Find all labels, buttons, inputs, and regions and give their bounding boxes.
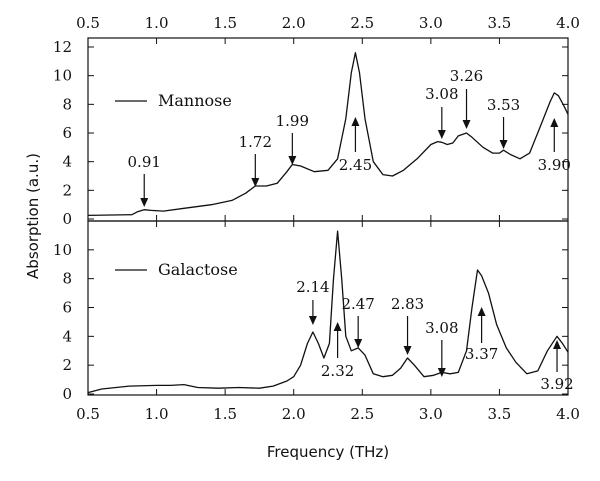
y-tick-label: 2 <box>62 356 72 374</box>
peak-arrow-head <box>351 117 360 126</box>
y-tick-label: 2 <box>62 181 72 199</box>
x-tick-label: 2.0 <box>282 405 306 423</box>
peak-arrow-head <box>437 130 446 139</box>
peak-label: 3.08 <box>425 319 458 337</box>
peak-arrow-head <box>403 346 412 355</box>
y-axis-title: Absorption (a.u.) <box>24 153 42 279</box>
y-tick-label: 10 <box>53 241 72 259</box>
peak-label: 1.99 <box>276 112 309 130</box>
y-tick-label: 0 <box>62 385 72 403</box>
peak-label: 3.37 <box>465 345 498 363</box>
y-tick-label: 0 <box>62 210 72 228</box>
y-tick-label: 4 <box>62 327 72 345</box>
peak-label: 2.83 <box>391 295 424 313</box>
x-tick-label: 2.5 <box>350 405 374 423</box>
x-axis-title: Frequency (THz) <box>267 443 389 461</box>
x-tick-label: 1.5 <box>213 405 237 423</box>
series-lines <box>87 52 569 394</box>
peak-arrow-head <box>140 198 149 207</box>
x-tick-label: 1.0 <box>145 405 169 423</box>
x-tick-label: 3.5 <box>487 405 511 423</box>
peak-label: 2.45 <box>339 156 372 174</box>
x-tick-label: 4.0 <box>556 405 580 423</box>
peak-label: 3.92 <box>540 375 573 393</box>
y-tick-label: 4 <box>62 153 72 171</box>
top-x-tick-label: 0.5 <box>76 14 100 32</box>
peak-label: 1.72 <box>239 133 272 151</box>
series-line-mannose <box>87 52 569 217</box>
peak-arrow-head <box>333 322 342 331</box>
peak-arrow-head <box>477 307 486 316</box>
top-x-tick-label: 1.5 <box>213 14 237 32</box>
peak-arrow-head <box>462 120 471 129</box>
y-tick-label: 8 <box>62 95 72 113</box>
top-x-tick-label: 2.0 <box>282 14 306 32</box>
peak-label: 2.32 <box>321 362 354 380</box>
top-x-tick-label: 4.0 <box>556 14 580 32</box>
peak-arrow-head <box>251 178 260 187</box>
x-tick-label: 0.5 <box>76 405 100 423</box>
peak-arrow-head <box>288 156 297 165</box>
peak-arrow-head <box>553 340 562 349</box>
peak-arrow-head <box>354 339 363 348</box>
peak-label: 3.26 <box>450 67 483 85</box>
legend-label: Mannose <box>158 91 232 110</box>
top-x-tick-label: 1.0 <box>145 14 169 32</box>
top-x-tick-label: 3.0 <box>419 14 443 32</box>
y-tick-label: 8 <box>62 270 72 288</box>
x-tick-label: 3.0 <box>419 405 443 423</box>
peak-label: 0.91 <box>128 153 161 171</box>
peak-label: 2.47 <box>341 295 374 313</box>
peak-arrow-head <box>499 140 508 149</box>
y-tick-label: 6 <box>62 124 72 142</box>
peak-label: 3.08 <box>425 85 458 103</box>
peak-arrow-head <box>550 118 559 127</box>
peak-label: 3.53 <box>487 96 520 114</box>
top-x-tick-label: 2.5 <box>350 14 374 32</box>
series-line-galactose <box>87 230 569 394</box>
peak-label: 2.14 <box>296 278 329 296</box>
peak-arrow-head <box>308 316 317 325</box>
top-x-tick-label: 3.5 <box>487 14 511 32</box>
y-tick-label: 6 <box>62 299 72 317</box>
y-tick-label: 12 <box>53 38 72 56</box>
peak-label: 3.90 <box>538 156 571 174</box>
panel-frame-mannose <box>87 37 569 222</box>
axis-tick-labels: 0.5 1.0 1.5 2.0 2.5 3.0 3.5 4.0 0.5 1.0 1.5 2.0 2.5 3… <box>53 14 580 423</box>
legend-label: Galactose <box>158 260 238 279</box>
y-tick-label: 10 <box>53 67 72 85</box>
peak-arrow-head <box>437 368 446 377</box>
legend: Mannose Galactose <box>115 91 238 279</box>
peak-annotations: 0.911.721.992.453.083.263.533.902.142.32… <box>128 67 574 393</box>
axis-ticks <box>87 38 569 395</box>
